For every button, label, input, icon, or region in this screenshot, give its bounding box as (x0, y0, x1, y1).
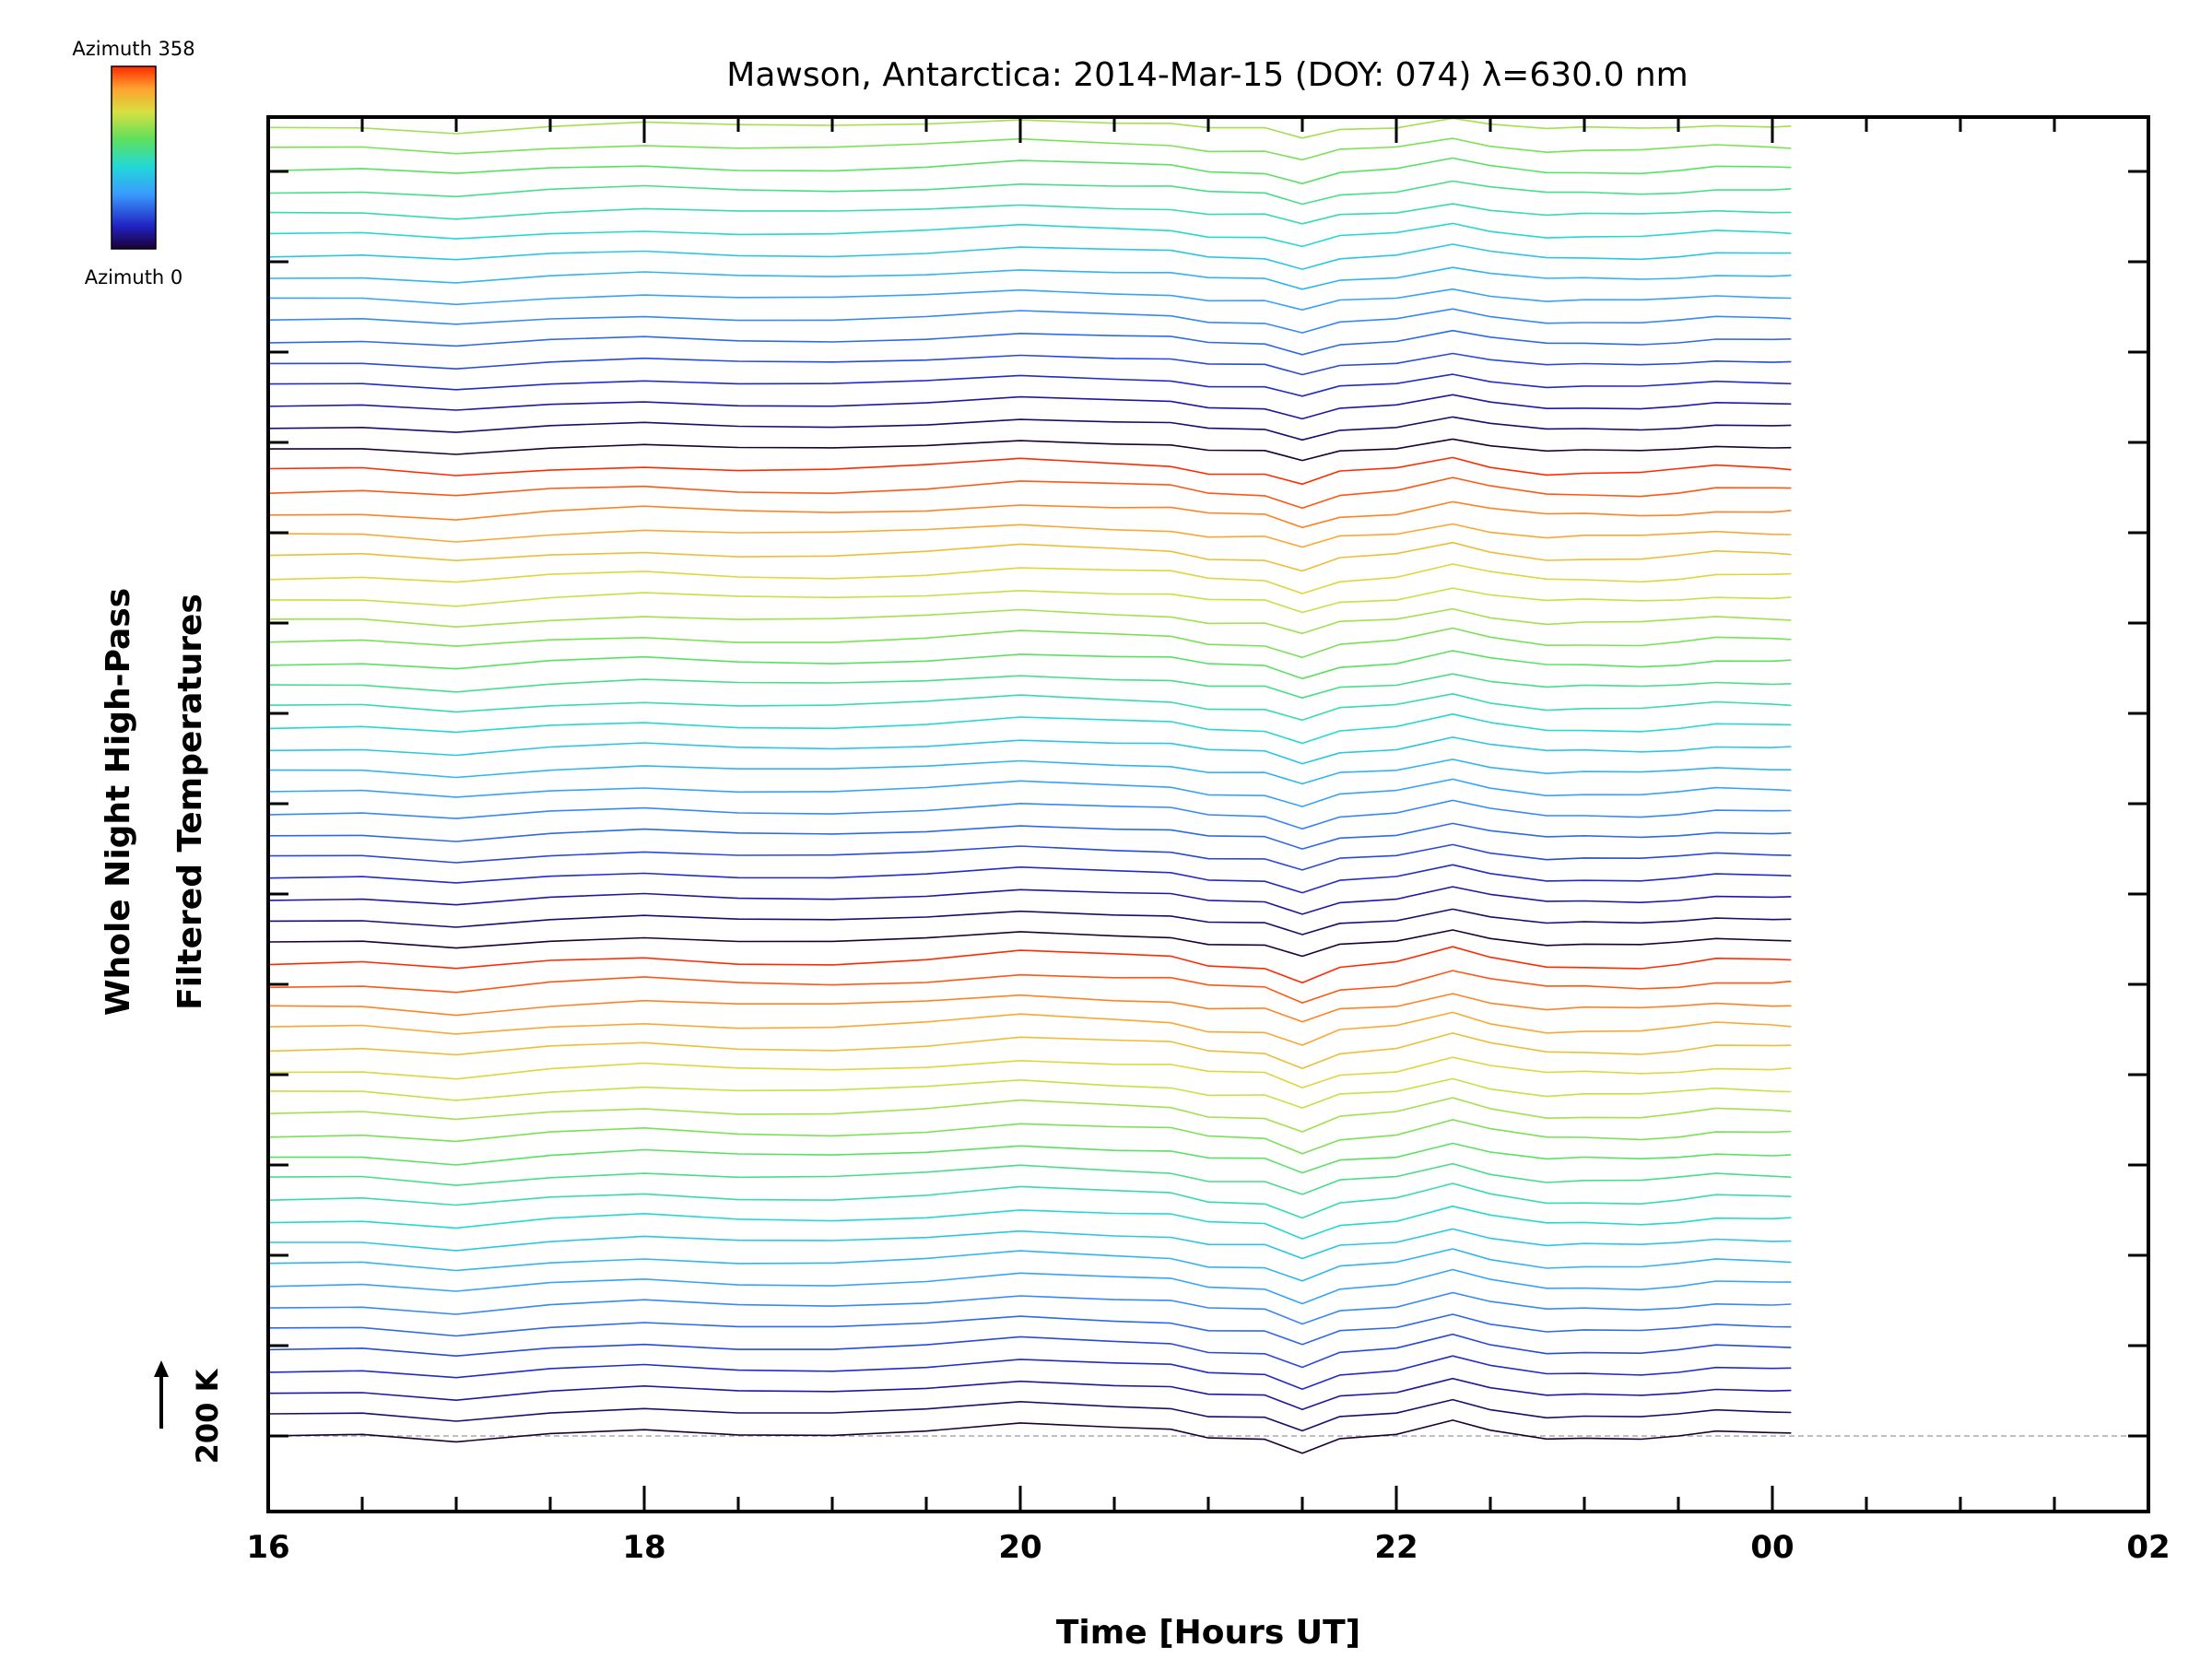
trace-line (269, 541, 1792, 572)
trace-line (269, 908, 1792, 935)
y-axis-title-line-1: Whole Night High-Pass (100, 588, 137, 1016)
trace-line (269, 308, 1792, 334)
trace-line (269, 1011, 1792, 1046)
trace-line (269, 970, 1792, 1004)
trace-line (268, 0, 1791, 11)
trace-line (269, 673, 1792, 700)
trace-line (269, 222, 1792, 248)
trace-line (269, 759, 1792, 785)
trace-line (269, 1097, 1792, 1133)
trace-line (269, 1419, 1792, 1454)
x-tick-label: 20 (998, 1529, 1041, 1566)
trace-line (269, 1398, 1792, 1432)
trace-line (269, 822, 1792, 850)
y-axis-title-line-2: Filtered Temperatures (171, 594, 209, 1010)
trace-line (269, 778, 1792, 807)
trace-line (269, 416, 1792, 441)
trace-line (269, 266, 1792, 290)
trace-line (269, 523, 1792, 548)
trace-line (269, 288, 1792, 312)
trace-line (269, 203, 1792, 225)
trace-line (269, 137, 1792, 161)
colorbar-bottom-label: Azimuth 0 (85, 266, 183, 288)
trace-line (269, 1291, 1792, 1325)
trace-line (269, 329, 1792, 356)
trace-line (269, 500, 1792, 529)
trace-line (269, 394, 1792, 420)
trace-line (269, 243, 1792, 270)
trace-line (269, 1162, 1792, 1195)
trace-line (269, 712, 1792, 745)
plot-frame (266, 115, 2150, 1513)
axis-ticks (266, 117, 2150, 1512)
trace-line (269, 373, 1792, 397)
trace-line (269, 1248, 1792, 1282)
trace-line (268, 7, 1791, 34)
trace-line (269, 587, 1792, 614)
trace-line (269, 1032, 1792, 1070)
trace-line (269, 180, 1792, 206)
x-axis-title: Time [Hours UT] (1056, 1614, 1360, 1652)
trace-line (269, 993, 1792, 1023)
scale-arrow-head (154, 1360, 169, 1377)
trace-line (269, 1268, 1792, 1305)
trace-line (269, 929, 1792, 958)
colorbar-top-label: Azimuth 358 (72, 38, 194, 60)
trace-line (269, 1333, 1792, 1369)
trace-line (269, 1056, 1792, 1088)
trace-line (269, 157, 1792, 184)
x-tick-labels: 16 18 20 22 00 02 (246, 1529, 2170, 1566)
x-tick-label: 18 (622, 1529, 665, 1566)
x-tick-label: 22 (1374, 1529, 1418, 1566)
trace-line (269, 799, 1792, 830)
trace-line (269, 1355, 1792, 1390)
traces (268, 0, 1792, 1454)
trace-line (268, 32, 1791, 53)
x-tick-label: 16 (246, 1529, 289, 1566)
trace-line (269, 1077, 1792, 1109)
trace-line (269, 946, 1792, 984)
trace-line (269, 1119, 1792, 1155)
trace-line (269, 650, 1792, 680)
trace-line (269, 607, 1792, 635)
trace-line (269, 438, 1792, 462)
trace-line (269, 477, 1792, 510)
trace-line (269, 118, 1792, 139)
chart-title: Mawson, Antarctica: 2014-Mar-15 (DOY: 07… (726, 56, 1688, 94)
trace-line (269, 692, 1792, 722)
x-tick-label: 02 (2126, 1529, 2170, 1566)
trace-line (269, 1313, 1792, 1346)
trace-line (269, 456, 1792, 486)
trace-line (269, 1206, 1792, 1240)
trace-line (269, 1228, 1792, 1260)
trace-line (269, 1182, 1792, 1219)
trace-line (269, 1377, 1792, 1410)
x-tick-label: 00 (1750, 1529, 1794, 1566)
trace-line (269, 736, 1792, 765)
trace-line (269, 352, 1792, 376)
trace-line (269, 843, 1792, 871)
trace-line (269, 886, 1792, 915)
trace-line (269, 1142, 1792, 1174)
scale-bar-label: 200 K (190, 1368, 225, 1464)
trace-line (269, 563, 1792, 594)
trace-line (269, 864, 1792, 894)
colorbar (111, 65, 157, 250)
trace-line (269, 627, 1792, 659)
